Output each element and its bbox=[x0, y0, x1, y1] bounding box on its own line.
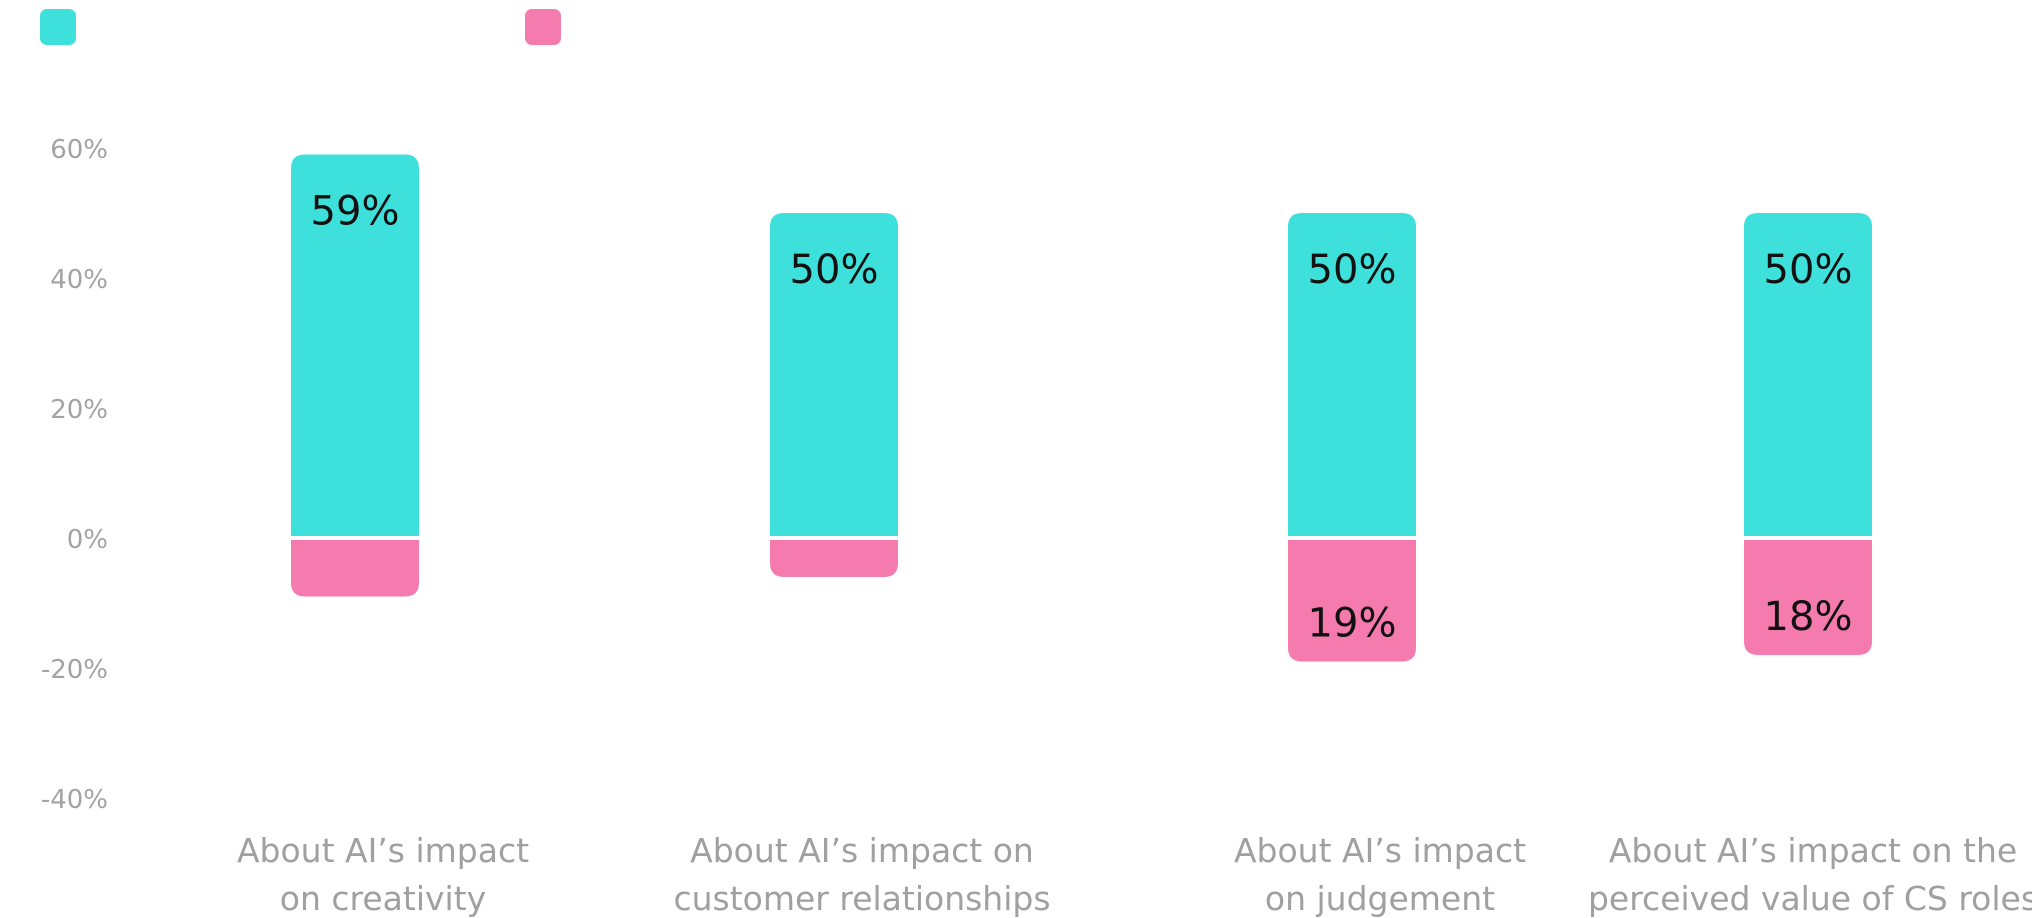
bar-negative bbox=[291, 540, 419, 597]
data-label-positive: 50% bbox=[1308, 247, 1397, 293]
bar-negative bbox=[1744, 540, 1872, 655]
data-label-positive: 50% bbox=[1764, 247, 1853, 293]
y-tick-label: -40% bbox=[41, 785, 108, 815]
category-label: perceived value of CS roles bbox=[1588, 879, 2032, 918]
data-label-negative: 19% bbox=[1308, 601, 1397, 647]
bar-negative bbox=[1288, 540, 1416, 662]
bar-positive bbox=[1288, 213, 1416, 536]
legend-swatch-positive bbox=[40, 9, 76, 45]
y-tick-label: 0% bbox=[67, 525, 108, 555]
data-label-negative: 18% bbox=[1764, 594, 1853, 640]
bar-negative bbox=[770, 540, 898, 577]
y-tick-label: 60% bbox=[50, 135, 108, 165]
data-label-positive: 50% bbox=[790, 247, 879, 293]
category-label: customer relationships bbox=[673, 879, 1050, 918]
y-tick-label: 40% bbox=[50, 265, 108, 295]
category-label: on judgement bbox=[1265, 879, 1495, 918]
bar-positive bbox=[1744, 213, 1872, 536]
y-tick-label: 20% bbox=[50, 395, 108, 425]
category-label: About AI’s impact bbox=[237, 831, 529, 870]
legend-swatch-negative bbox=[525, 9, 561, 45]
category-label: About AI’s impact on the bbox=[1609, 831, 2017, 870]
bar-positive bbox=[770, 213, 898, 536]
data-label-positive: 59% bbox=[311, 189, 400, 235]
category-label: About AI’s impact on bbox=[690, 831, 1034, 870]
category-label: About AI’s impact bbox=[1234, 831, 1526, 870]
y-tick-label: -20% bbox=[41, 655, 108, 685]
bar-positive bbox=[291, 154, 419, 536]
category-label: on creativity bbox=[280, 879, 486, 918]
